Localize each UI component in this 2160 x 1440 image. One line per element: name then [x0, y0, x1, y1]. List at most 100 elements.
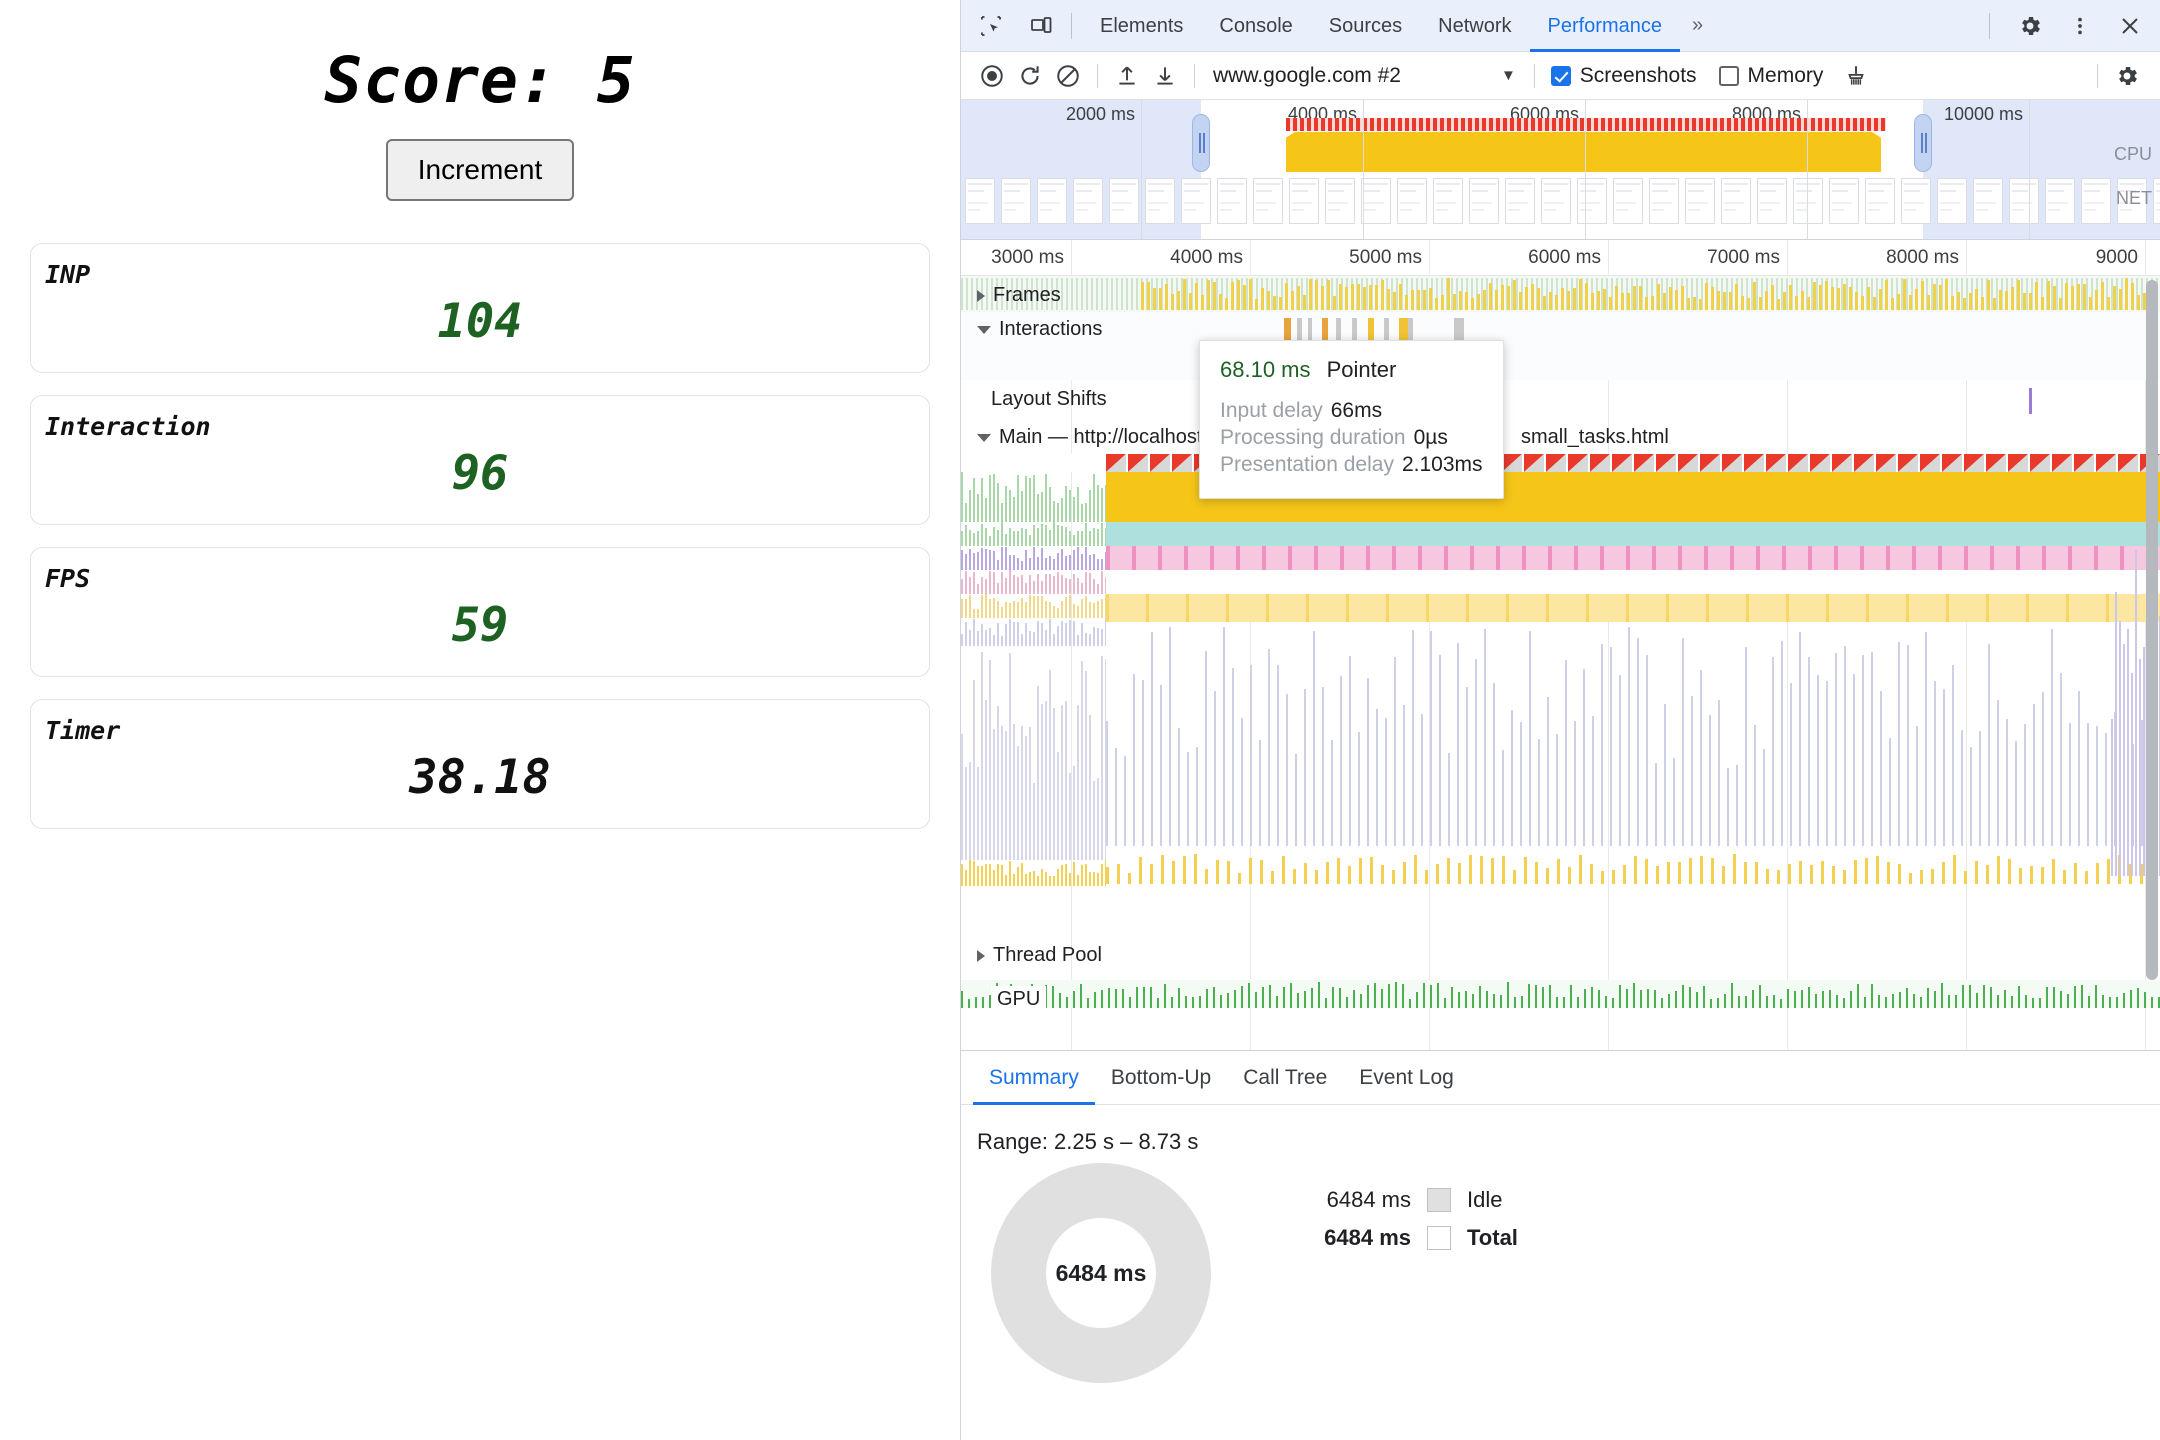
drawer-tab-event-log[interactable]: Event Log [1343, 1051, 1470, 1105]
three-dot-menu-icon[interactable] [2060, 6, 2100, 46]
metric-value: 96 [31, 446, 929, 501]
flame-bar[interactable] [1106, 522, 2160, 546]
tooltip-row-label: Processing duration [1220, 426, 1406, 449]
flame-bar-group[interactable] [961, 472, 1106, 522]
tab-performance[interactable]: Performance [1530, 0, 1681, 52]
tab-sources[interactable]: Sources [1311, 0, 1420, 52]
flame-bar-group[interactable] [1106, 594, 2160, 622]
flame-bar[interactable] [961, 312, 2160, 380]
metric-label: Timer [45, 716, 120, 745]
interaction-event[interactable] [1322, 318, 1328, 340]
interaction-event[interactable] [1308, 318, 1312, 340]
flame-bar-group[interactable] [961, 594, 1106, 618]
chevron-right-icon [977, 290, 985, 302]
load-profile-icon[interactable] [1108, 57, 1146, 95]
flame-bar-group[interactable] [961, 860, 1106, 886]
track-name: Frames [993, 284, 1061, 307]
record-icon[interactable] [973, 57, 1011, 95]
flame-bar-group[interactable] [961, 650, 1106, 860]
flame-bar-group[interactable] [961, 618, 1106, 646]
drawer-tab-bottom-up[interactable]: Bottom-Up [1095, 1051, 1227, 1105]
flame-bar-group[interactable] [961, 982, 2160, 1008]
overview-cpu-band [1286, 132, 1881, 172]
metric-value: 104 [31, 294, 929, 349]
more-tabs-icon[interactable]: » [1680, 14, 1715, 37]
flame-bar-group[interactable] [961, 546, 1106, 570]
flame-bar-group[interactable] [1106, 854, 2160, 884]
devtools-tabbar-actions [1979, 6, 2160, 46]
screenshots-checkbox[interactable]: Screenshots [1551, 64, 1697, 88]
timeline-scrollbar[interactable] [2146, 280, 2158, 980]
save-profile-icon[interactable] [1146, 57, 1184, 95]
increment-button[interactable]: Increment [386, 139, 575, 201]
track-layout-shifts[interactable]: Layout Shifts [961, 380, 2160, 422]
flame-bar-group[interactable] [1106, 626, 2160, 846]
layout-shift-marker[interactable] [2029, 388, 2032, 414]
button-row: Increment [0, 139, 960, 201]
summary-body: 6484 ms 6484 ms Idle 6484 ms Total [961, 1163, 2160, 1383]
timeline-tick: 5000 ms [1349, 247, 1429, 269]
interaction-event[interactable] [1336, 318, 1341, 340]
legend-row-idle[interactable]: 6484 ms Idle [1281, 1187, 1518, 1213]
interaction-event[interactable] [1399, 318, 1408, 340]
gear-icon[interactable] [2010, 6, 2050, 46]
legend-name: Total [1467, 1225, 1518, 1251]
legend-name: Idle [1467, 1187, 1502, 1213]
clear-icon[interactable] [1049, 57, 1087, 95]
tooltip-row-input-delay: Input delay 66ms [1220, 399, 1483, 423]
interaction-event[interactable] [1368, 318, 1374, 340]
track-label-interactions[interactable]: Interactions [977, 318, 1102, 341]
interaction-event[interactable] [1284, 318, 1291, 340]
track-thread-pool[interactable]: Thread Pool [961, 932, 2160, 980]
devtools-tabbar: Elements Console Sources Network Perform… [961, 0, 2160, 52]
track-label-main[interactable]: Main — http://localhost: [977, 426, 1208, 449]
tab-console[interactable]: Console [1201, 0, 1310, 52]
inspect-element-icon[interactable] [971, 6, 1011, 46]
drawer-tab-call-tree[interactable]: Call Tree [1227, 1051, 1343, 1105]
interaction-event[interactable] [1454, 318, 1464, 340]
flame-bar-group[interactable] [961, 522, 1106, 546]
tab-elements[interactable]: Elements [1082, 0, 1201, 52]
interaction-event[interactable] [1384, 318, 1389, 340]
timeline-overview[interactable]: 2000 ms 4000 ms 6000 ms 8000 ms 10000 ms CPU… [961, 100, 2160, 240]
drawer-tab-summary[interactable]: Summary [973, 1051, 1095, 1105]
flame-bar-group[interactable] [1141, 278, 2151, 310]
flame-bar[interactable] [1106, 570, 2160, 594]
memory-checkbox[interactable]: Memory [1719, 64, 1824, 88]
checkbox-box [1551, 66, 1571, 86]
device-toolbar-icon[interactable] [1021, 6, 1061, 46]
track-label-frames[interactable]: Frames [977, 284, 1061, 307]
flame-bar-group[interactable] [1106, 546, 2160, 570]
overview-net-label: NET [2116, 188, 2152, 209]
overview-window-handle-right[interactable] [1914, 114, 1932, 172]
timeline-tick: 8000 ms [1886, 247, 1966, 269]
close-icon[interactable] [2110, 6, 2150, 46]
track-label-thread-pool[interactable]: Thread Pool [977, 944, 1102, 967]
toolbar-divider [2097, 64, 2098, 88]
flame-bar-group[interactable] [961, 570, 1106, 594]
long-task-warning-strip[interactable] [961, 454, 2160, 472]
track-label-main-suffix: small_tasks.html [1521, 426, 1669, 449]
track-label-gpu[interactable]: GPU [991, 986, 1046, 1013]
donut-center-label: 6484 ms [1046, 1218, 1156, 1328]
metrics-list: INP 104 Interaction 96 FPS 59 Timer 38.1… [30, 243, 930, 829]
capture-settings-gear-icon[interactable] [2108, 57, 2146, 95]
overview-window-handle-left[interactable] [1192, 114, 1210, 172]
reload-and-record-icon[interactable] [1011, 57, 1049, 95]
memory-label: Memory [1748, 64, 1824, 88]
summary-donut-chart: 6484 ms [991, 1163, 1211, 1383]
collect-garbage-icon[interactable] [1837, 57, 1875, 95]
devtools-panel: Elements Console Sources Network Perform… [960, 0, 2160, 1440]
tab-network[interactable]: Network [1420, 0, 1529, 52]
interaction-event[interactable] [1408, 318, 1413, 340]
overview-gridline [2029, 100, 2030, 239]
timeline-tracks[interactable]: 3000 ms 4000 ms 5000 ms 6000 ms 7000 ms 8000 … [961, 240, 2160, 1050]
track-label-layout-shifts[interactable]: Layout Shifts [991, 388, 1107, 411]
profile-select[interactable]: www.google.com #2 ▼ [1205, 64, 1524, 88]
legend-row-total[interactable]: 6484 ms Total [1281, 1225, 1518, 1251]
interaction-event[interactable] [1297, 318, 1302, 340]
overview-gridline [1363, 100, 1364, 239]
overview-tick: 2000 ms [1066, 104, 1141, 125]
interaction-event[interactable] [1352, 318, 1357, 340]
tooltip-row-value: 66ms [1331, 399, 1382, 422]
